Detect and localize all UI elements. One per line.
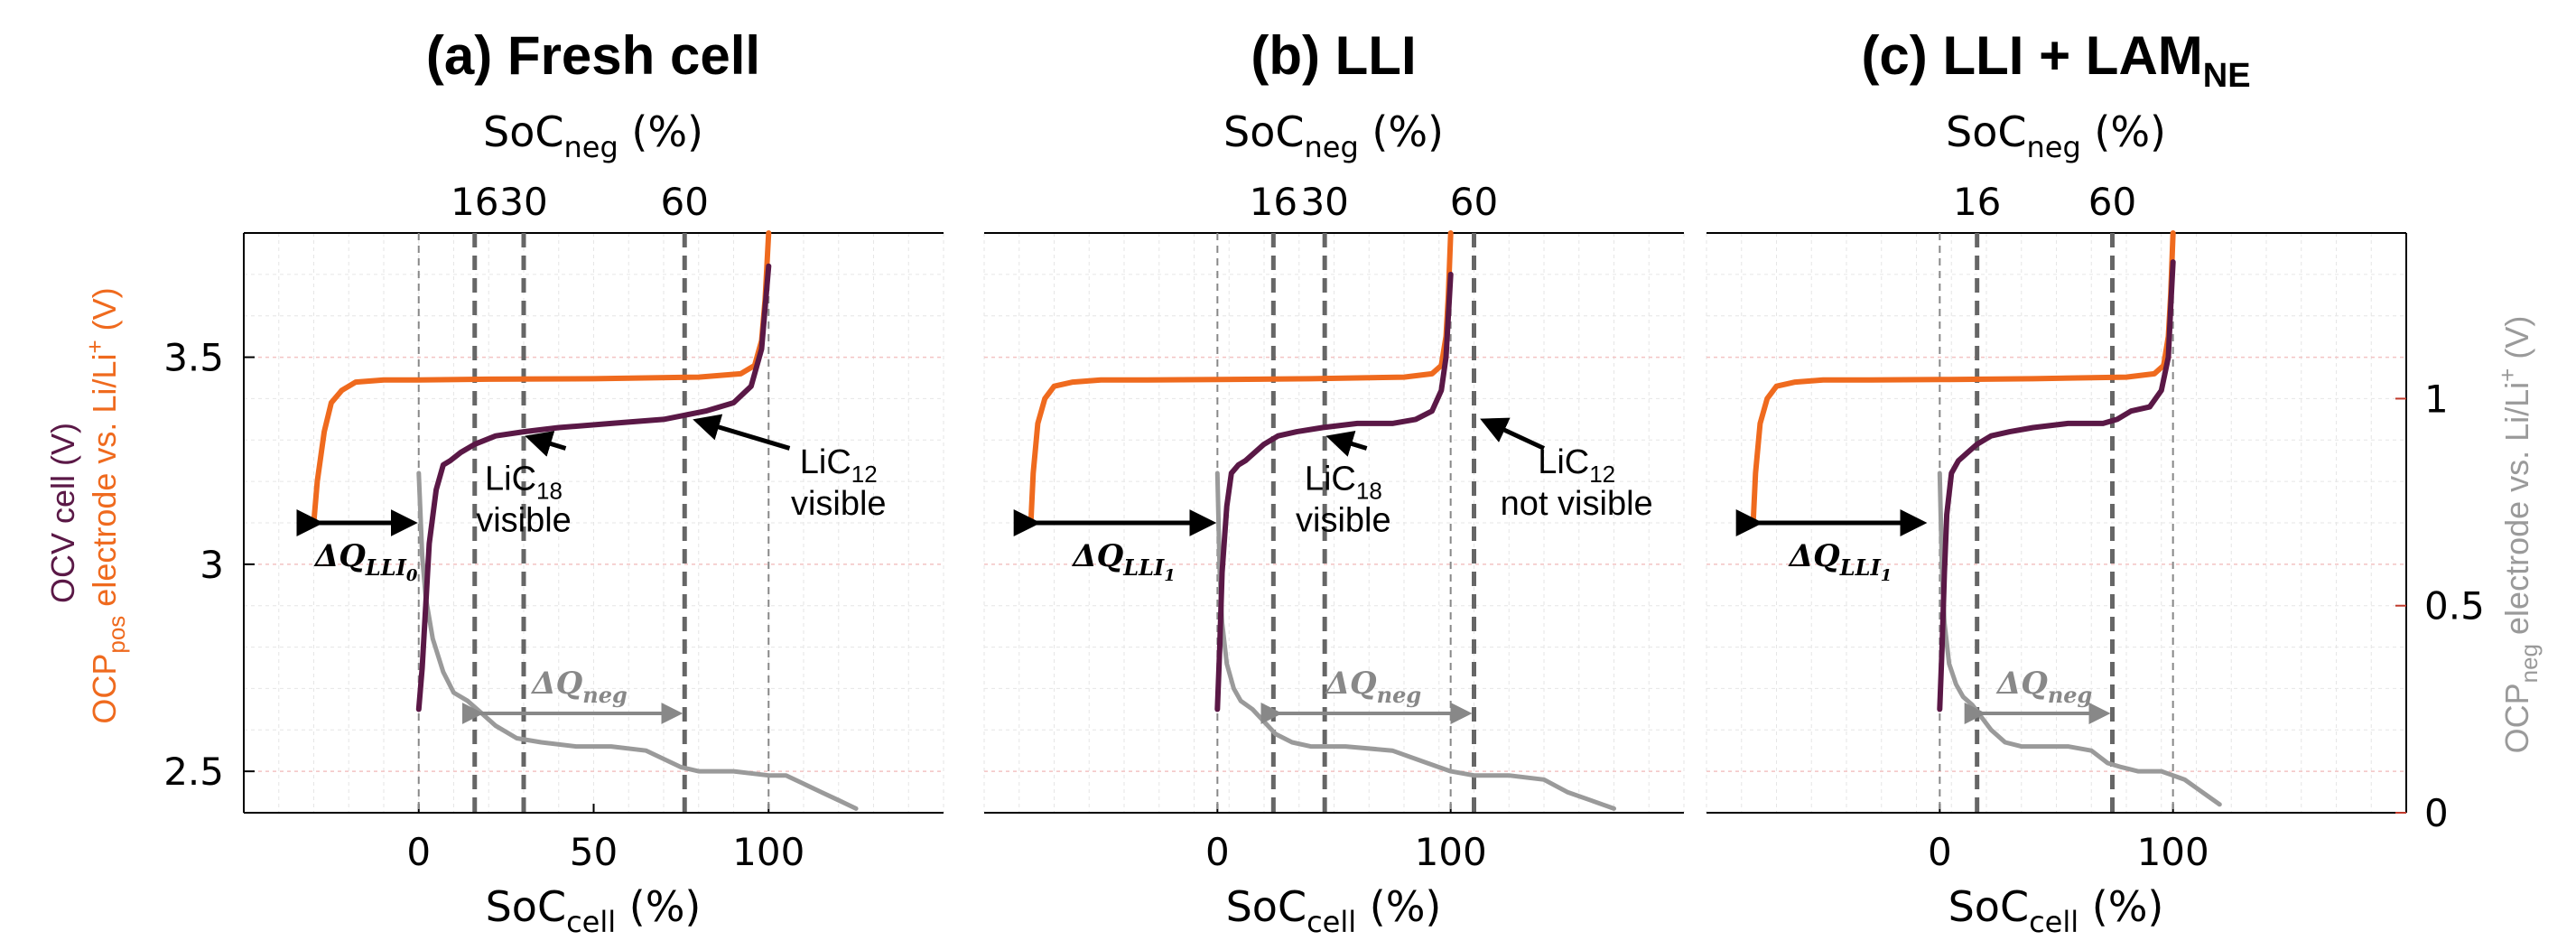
top-tick-label: 30 (1300, 180, 1348, 224)
annotation-arrow (1325, 431, 1368, 457)
y-tick-label: 3.5 (163, 336, 224, 380)
x-tick-label: 100 (2137, 830, 2209, 874)
ocp-neg-curve (416, 470, 859, 811)
panel-title: (b) LLI (1251, 25, 1416, 86)
ocp-neg-axis-label: OCPneg electrode vs. Li/Li+ (V) (2494, 316, 2543, 754)
dq-neg-label: ΔQneg (1325, 666, 1422, 708)
ocp-pos-axis-label: OCPpos electrode vs. Li/Li+ (V) (81, 287, 130, 723)
ocp-pos-curve (1028, 230, 1454, 526)
top-tick-label: 16 (1953, 180, 2001, 224)
x-axis-label: SoCcell (%) (486, 882, 702, 939)
ocp-pos-curve (1750, 230, 2176, 526)
x-tick-label: 100 (1415, 830, 1487, 874)
left-y-axis-labels: OCV cell (V) OCPpos electrode vs. Li/Li+… (44, 287, 130, 723)
top-tick-label: 30 (499, 180, 547, 224)
x-tick-label: 0 (1928, 830, 1952, 874)
panel-title: (a) Fresh cell (426, 25, 760, 86)
y2-tick-label: 0.5 (2424, 584, 2485, 629)
annotation-phase-label: LiC18 (1305, 460, 1382, 504)
annotation-phase-label: LiC18 (485, 460, 563, 504)
top-axis-label: SoCneg (%) (483, 107, 703, 164)
panel-title: (c) LLI + LAMNE (1861, 25, 2250, 95)
top-tick-label: 16 (1250, 180, 1297, 224)
ocp-neg-curve (1214, 470, 1616, 811)
top-tick-label: 60 (2088, 180, 2136, 224)
annotation-visibility-label: visible (1296, 501, 1391, 539)
dq-neg-label: ΔQneg (1995, 666, 2093, 708)
dq-neg-label: ΔQneg (530, 666, 628, 708)
ocp-neg-curve (1937, 470, 2222, 807)
y-tick-label: 3 (200, 543, 224, 587)
grid (243, 232, 944, 814)
annotation-visibility-label: visible (791, 485, 887, 523)
y2-tick-label: 0 (2424, 791, 2449, 835)
ocv-axis-label: OCV cell (V) (44, 423, 81, 603)
annotation-arrow (525, 431, 567, 457)
annotation-phase-label: LiC12 (800, 443, 878, 488)
annotation-arrow (1480, 417, 1546, 451)
top-tick-label: 16 (451, 180, 498, 224)
y2-tick-label: 1 (2424, 377, 2449, 421)
x-tick-label: 50 (570, 830, 618, 874)
panel-2: (c) LLI + LAMNE SoCneg (%) 1 0.5 0 0 100 SoCcel… (1706, 25, 2485, 939)
annotation-arrow (693, 414, 791, 451)
panel-1: (b) LLI SoCneg (%) 0 100 SoCcell (%) 16 30 60 ΔQ… (983, 25, 1685, 939)
x-tick-label: 100 (732, 830, 804, 874)
panel-0: (a) Fresh cell SoCneg (%) 3.5 3 2.5 0 50 100 SoC… (163, 25, 944, 939)
annotation-visibility-label: not visible (1501, 485, 1653, 523)
x-tick-label: 0 (1205, 830, 1230, 874)
grid (983, 232, 1685, 814)
dq-lli-label: ΔQLLI1 (1788, 538, 1892, 585)
ocv-curve (415, 263, 772, 712)
annotation-phase-label: LiC12 (1538, 443, 1615, 488)
x-tick-label: 0 (406, 830, 431, 874)
x-axis-label: SoCcell (%) (1226, 882, 1442, 939)
top-axis-label: SoCneg (%) (1223, 107, 1444, 164)
ocv-curve (1214, 271, 1454, 712)
y-tick-label: 2.5 (163, 750, 224, 794)
top-tick-label: 60 (1450, 180, 1498, 224)
ocv-curve (1937, 259, 2176, 712)
x-axis-label: SoCcell (%) (1948, 882, 2164, 939)
dq-lli-label: ΔQLLI0 (313, 538, 418, 585)
dq-lli-label: ΔQLLI1 (1071, 538, 1176, 585)
top-axis-label: SoCneg (%) (1946, 107, 2166, 164)
annotation-visibility-label: visible (476, 501, 572, 539)
top-tick-label: 60 (661, 180, 709, 224)
